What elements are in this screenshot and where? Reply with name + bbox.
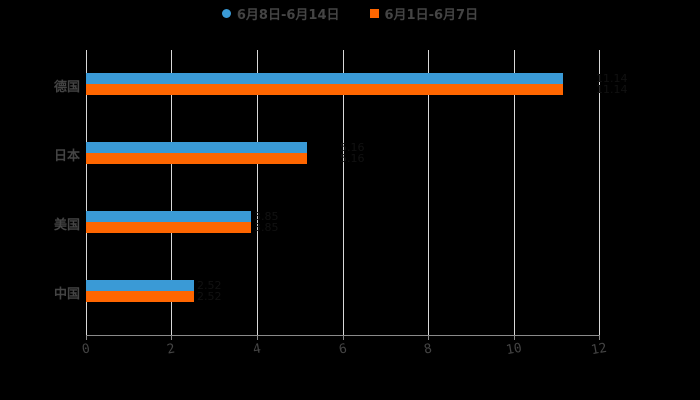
bar-japan-week1[interactable] xyxy=(86,153,307,164)
data-label: 2.52 xyxy=(197,279,222,292)
x-tick-label: 8 xyxy=(422,341,434,358)
data-label: 3.85 xyxy=(254,210,279,223)
x-tick xyxy=(343,335,344,340)
bar-usa-week2[interactable] xyxy=(86,211,251,222)
data-label: 11.14 xyxy=(596,72,628,85)
x-tick xyxy=(599,335,600,340)
gridline xyxy=(343,50,344,335)
bar-germany-week2[interactable] xyxy=(86,73,563,84)
data-label: 5.16 xyxy=(340,152,365,165)
bar-germany-week1[interactable] xyxy=(86,84,563,95)
plot-area: 0 2 4 6 8 10 12 11.14 11.14 5.16 5.16 3.… xyxy=(81,50,628,358)
legend-label: 6月1日-6月7日 xyxy=(384,7,479,23)
y-label-china: 中国 xyxy=(53,287,80,302)
x-tick xyxy=(428,335,429,340)
gridline xyxy=(86,50,87,335)
chart-legend: 6月8日-6月14日 6月1日-6月7日 xyxy=(0,4,700,23)
y-label-germany: 德国 xyxy=(53,80,80,95)
gridline xyxy=(599,50,600,335)
data-label: 2.52 xyxy=(197,290,222,303)
x-tick-label: 4 xyxy=(251,341,263,358)
gridline xyxy=(514,50,515,335)
gridline xyxy=(428,50,429,335)
data-label: 11.14 xyxy=(596,83,628,96)
legend-item-series-1[interactable]: 6月8日-6月14日 xyxy=(221,4,340,23)
x-tick xyxy=(86,335,87,340)
x-tick xyxy=(257,335,258,340)
x-tick xyxy=(171,335,172,340)
data-label: 3.85 xyxy=(254,221,279,234)
legend-circle-icon xyxy=(221,8,231,18)
x-tick-label: 2 xyxy=(165,341,177,358)
y-label-japan: 日本 xyxy=(53,149,80,164)
x-tick-label: 0 xyxy=(80,341,92,358)
x-tick xyxy=(514,335,515,340)
bar-china-week2[interactable] xyxy=(86,280,194,291)
legend-item-series-2[interactable]: 6月1日-6月7日 xyxy=(369,4,479,23)
x-tick-label: 10 xyxy=(504,340,524,359)
bar-japan-week2[interactable] xyxy=(86,142,307,153)
data-label: 5.16 xyxy=(340,141,365,154)
legend-label: 6月8日-6月14日 xyxy=(236,7,340,23)
x-tick-label: 12 xyxy=(589,340,609,359)
x-tick-label: 6 xyxy=(337,341,349,358)
bar-usa-week1[interactable] xyxy=(86,222,251,233)
legend-square-icon xyxy=(369,8,379,18)
y-label-usa: 美国 xyxy=(53,218,80,233)
bar-china-week1[interactable] xyxy=(86,291,194,302)
gridline xyxy=(171,50,172,335)
gridline xyxy=(257,50,258,335)
